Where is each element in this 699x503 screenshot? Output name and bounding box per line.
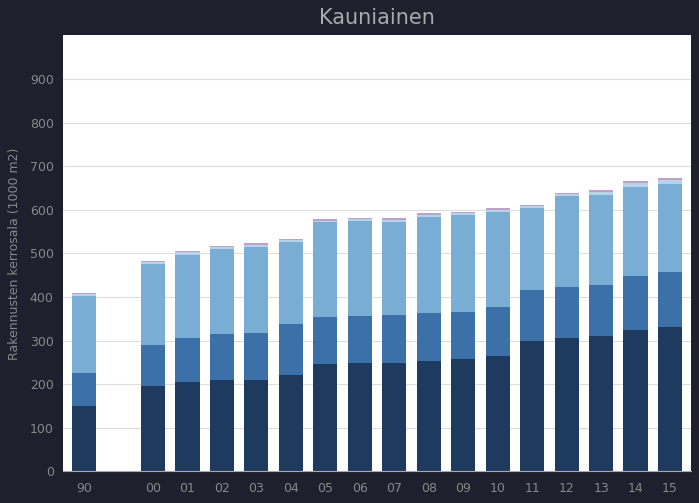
Bar — [554, 339, 579, 471]
Bar — [658, 185, 682, 272]
Bar — [520, 342, 545, 471]
Bar — [589, 336, 613, 471]
Bar — [245, 380, 268, 471]
Bar — [245, 332, 268, 380]
Bar — [279, 240, 303, 242]
Bar — [245, 243, 268, 244]
Bar — [486, 210, 510, 212]
Bar — [72, 406, 96, 471]
Bar — [451, 213, 475, 215]
Bar — [175, 251, 199, 253]
Bar — [72, 296, 96, 373]
Title: Kauniainen: Kauniainen — [319, 9, 435, 28]
Bar — [141, 386, 165, 471]
Bar — [658, 327, 682, 471]
Bar — [72, 294, 96, 296]
Bar — [175, 255, 199, 339]
Bar — [175, 253, 199, 255]
Bar — [313, 365, 338, 471]
Bar — [486, 212, 510, 307]
Bar — [313, 219, 338, 221]
Bar — [520, 206, 545, 208]
Bar — [175, 339, 199, 382]
Bar — [210, 380, 234, 471]
Bar — [589, 195, 613, 285]
Bar — [520, 208, 545, 290]
Bar — [624, 277, 647, 329]
Bar — [347, 363, 372, 471]
Bar — [554, 193, 579, 194]
Bar — [313, 222, 338, 317]
Y-axis label: Rakennusten kerrosala (1000 m2): Rakennusten kerrosala (1000 m2) — [8, 147, 22, 360]
Bar — [72, 293, 96, 294]
Bar — [658, 180, 682, 185]
Bar — [589, 285, 613, 336]
Bar — [279, 242, 303, 324]
Bar — [382, 220, 406, 221]
Bar — [486, 356, 510, 471]
Bar — [313, 221, 338, 222]
Bar — [245, 244, 268, 247]
Bar — [313, 317, 338, 365]
Bar — [451, 312, 475, 359]
Bar — [451, 211, 475, 213]
Bar — [417, 217, 441, 313]
Bar — [72, 373, 96, 406]
Bar — [486, 208, 510, 210]
Bar — [589, 192, 613, 195]
Bar — [347, 221, 372, 316]
Bar — [141, 264, 165, 345]
Bar — [520, 205, 545, 206]
Bar — [347, 316, 372, 363]
Bar — [210, 334, 234, 380]
Bar — [279, 324, 303, 375]
Bar — [417, 313, 441, 362]
Bar — [141, 262, 165, 264]
Bar — [554, 196, 579, 287]
Bar — [210, 245, 234, 247]
Bar — [210, 249, 234, 334]
Bar — [451, 359, 475, 471]
Bar — [279, 239, 303, 240]
Bar — [382, 363, 406, 471]
Bar — [520, 290, 545, 342]
Bar — [210, 247, 234, 249]
Bar — [658, 272, 682, 327]
Bar — [347, 219, 372, 221]
Bar — [347, 218, 372, 219]
Bar — [382, 218, 406, 220]
Bar — [451, 215, 475, 312]
Bar — [554, 287, 579, 339]
Bar — [141, 261, 165, 262]
Bar — [486, 307, 510, 356]
Bar — [175, 382, 199, 471]
Bar — [417, 362, 441, 471]
Bar — [624, 187, 647, 277]
Bar — [624, 183, 647, 187]
Bar — [245, 247, 268, 332]
Bar — [589, 190, 613, 192]
Bar — [624, 181, 647, 183]
Bar — [382, 315, 406, 363]
Bar — [624, 329, 647, 471]
Bar — [141, 345, 165, 386]
Bar — [554, 194, 579, 196]
Bar — [417, 215, 441, 217]
Bar — [279, 375, 303, 471]
Bar — [417, 213, 441, 215]
Bar — [658, 178, 682, 180]
Bar — [382, 221, 406, 315]
